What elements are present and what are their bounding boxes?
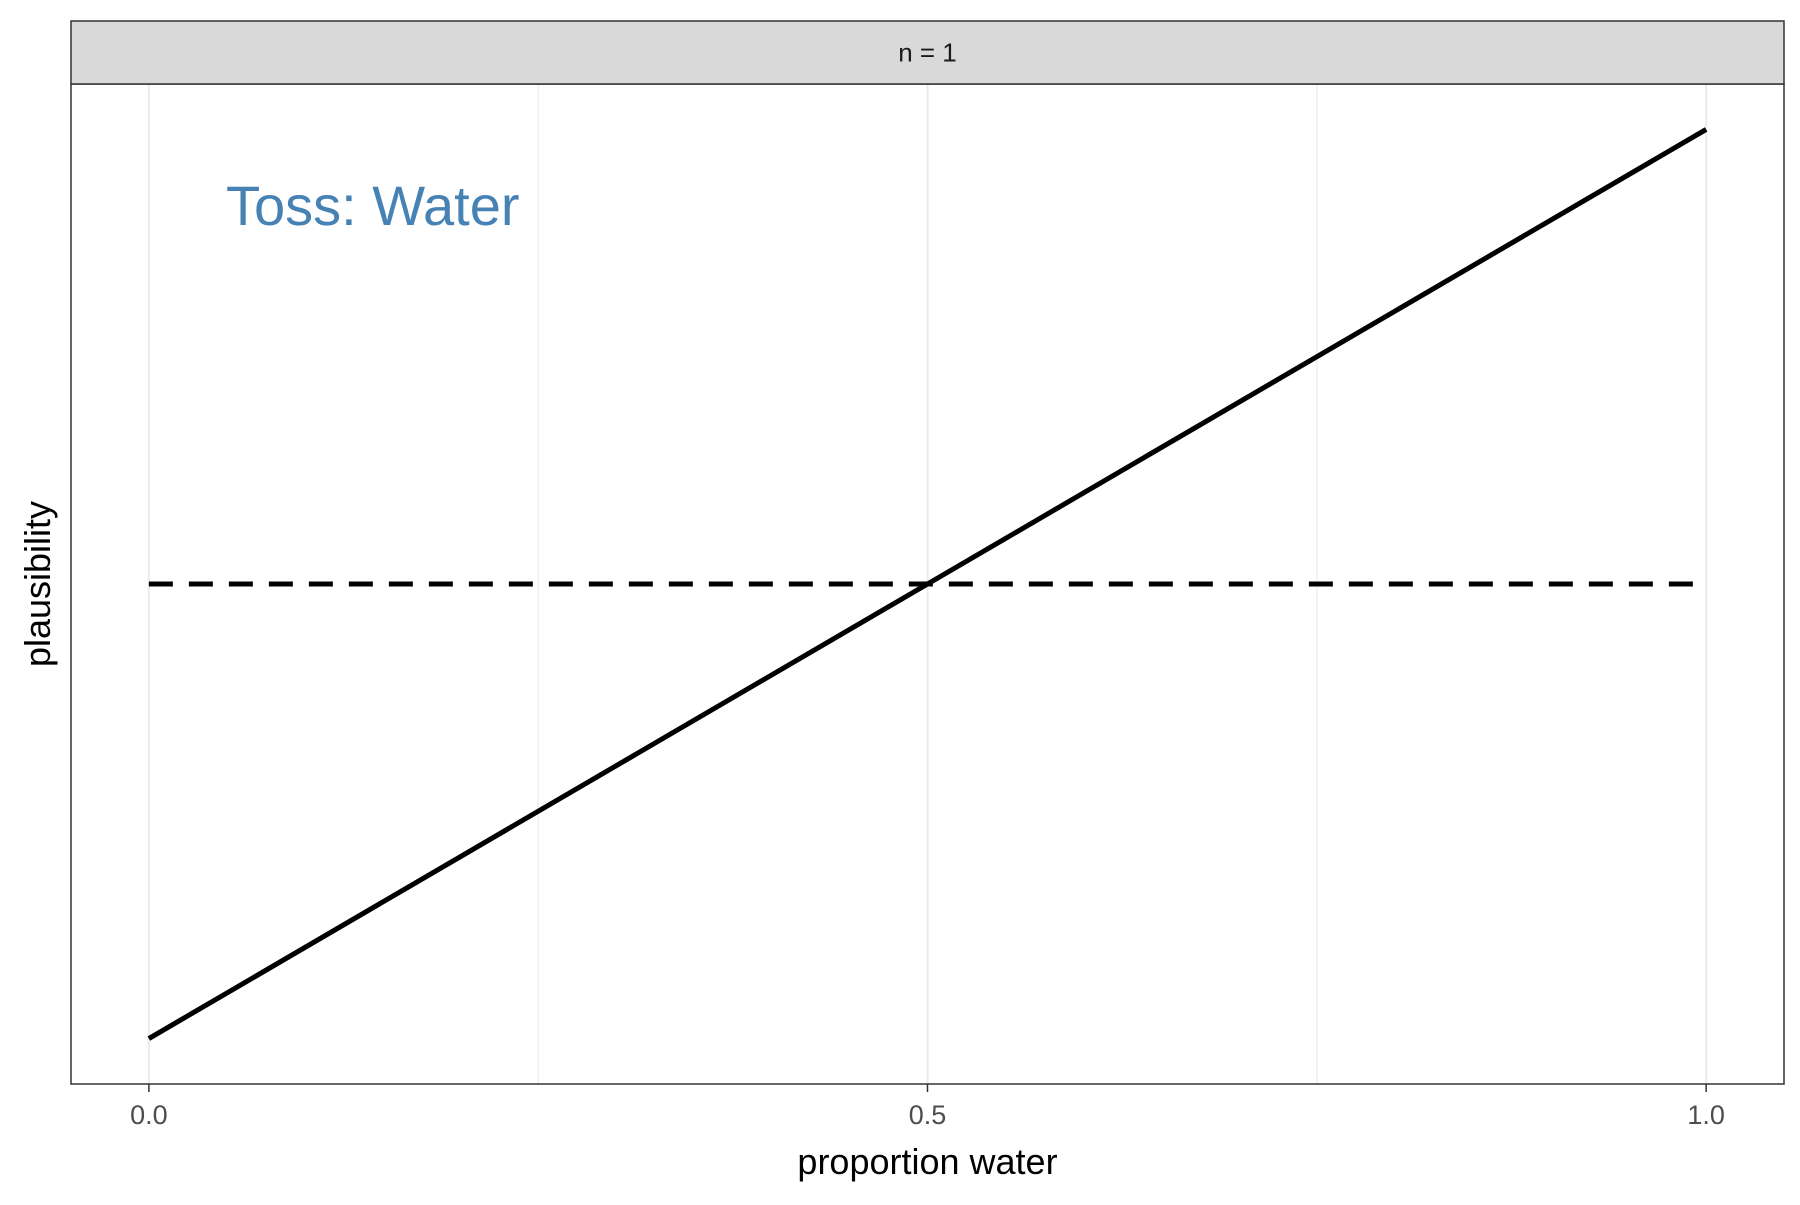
facet-strip xyxy=(70,20,1785,85)
series-layer xyxy=(147,127,1708,1041)
x-tick-label: 1.0 xyxy=(1687,1100,1725,1130)
annotation-text: Toss: Water xyxy=(226,174,520,237)
x-tick-label: 0.5 xyxy=(909,1100,947,1130)
facet-label: n = 1 xyxy=(898,38,957,68)
y-axis-title: plausibility xyxy=(17,501,58,667)
x-tick-label: 0.0 xyxy=(130,1100,168,1130)
x-axis-title: proportion water xyxy=(797,1141,1057,1182)
x-axis-ticks: 0.0 0.5 1.0 xyxy=(130,1084,1725,1130)
